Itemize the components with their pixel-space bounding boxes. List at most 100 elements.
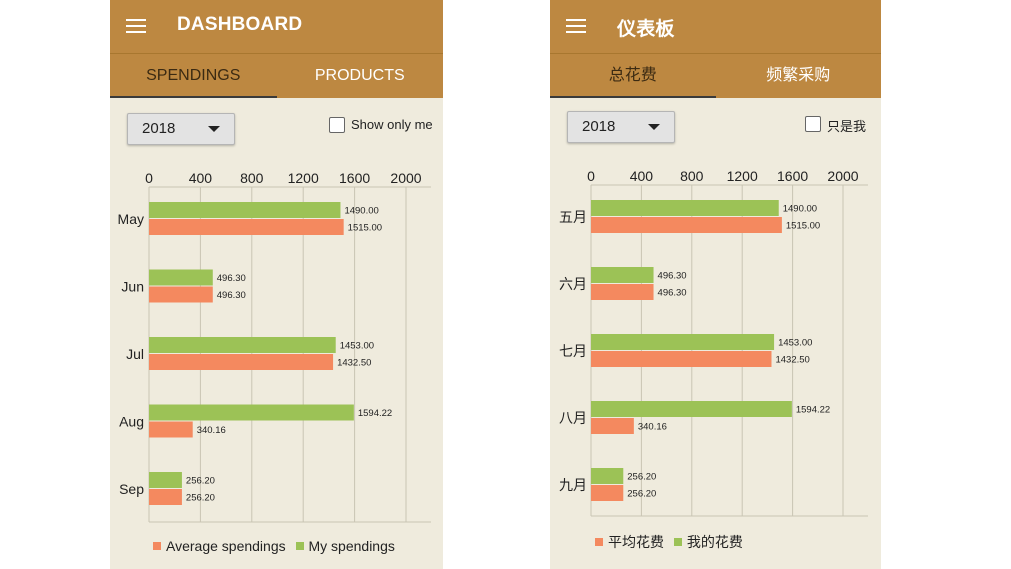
data-label: 256.20 — [627, 489, 656, 500]
data-label: 1432.50 — [775, 355, 809, 366]
x-tick-label: 800 — [240, 170, 264, 186]
show-only-me-label: Show only me — [351, 117, 433, 132]
data-label: 1432.50 — [337, 358, 371, 369]
chart-legend: 平均花费 我的花费 — [595, 532, 749, 552]
x-tick-label: 0 — [587, 168, 595, 184]
bar-my-spending — [149, 472, 182, 488]
tab-frequent-purchases[interactable]: 频繁采购 — [766, 67, 831, 84]
category-label: Jul — [126, 346, 144, 362]
year-value: 2018 — [582, 118, 616, 135]
bar-average-spending — [149, 286, 213, 303]
x-tick-label: 1200 — [288, 170, 319, 186]
bar-average-spending — [149, 489, 182, 505]
tab-products[interactable]: PRODUCTS — [314, 67, 405, 84]
bar-my-spending — [149, 202, 341, 218]
data-label: 1594.22 — [358, 408, 392, 419]
data-label: 1515.00 — [348, 223, 382, 234]
legend-swatch-mine — [295, 542, 304, 550]
data-label: 256.20 — [627, 472, 656, 483]
tab-total-spending[interactable]: 总花费 — [608, 67, 657, 84]
spendings-bar-chart: 0 400 800 1200 1600 2000 五月 1490.00 1515.00 六月 496… — [559, 168, 868, 517]
year-value: 2018 — [142, 120, 176, 137]
data-label: 1453.00 — [340, 341, 374, 352]
legend-swatch-average — [595, 538, 603, 546]
category-label: Aug — [119, 414, 144, 430]
bar-my-spending — [149, 269, 213, 286]
x-tick-label: 1600 — [777, 168, 808, 184]
category-label: May — [118, 211, 144, 227]
data-label: 340.16 — [638, 422, 667, 433]
chart-legend: Average spendings My spendings — [153, 538, 401, 554]
bar-average-spending — [149, 354, 334, 370]
legend-item-mine: 我的花费 — [673, 534, 743, 550]
data-label: 256.20 — [186, 493, 215, 504]
bar-my-spending — [591, 267, 654, 283]
app-bar: 仪表板 — [550, 0, 881, 54]
legend-swatch-mine — [673, 538, 682, 546]
bar-my-spending — [591, 334, 775, 350]
legend-label-mine: My spendings — [308, 538, 395, 554]
data-label: 496.30 — [217, 273, 246, 284]
data-label: 1490.00 — [344, 206, 378, 217]
caret-down-icon — [648, 124, 660, 130]
category-label: Jun — [121, 279, 144, 295]
data-label: 1490.00 — [783, 204, 817, 215]
x-tick-label: 2000 — [827, 168, 858, 184]
category-label: 九月 — [559, 477, 587, 493]
category-label: 六月 — [559, 276, 587, 292]
bar-average-spending — [591, 351, 772, 367]
tab-spendings[interactable]: SPENDINGS — [146, 67, 241, 84]
legend-item-average: Average spendings — [153, 538, 286, 554]
legend-item-mine: My spendings — [295, 538, 395, 554]
only-me-label: 只是我 — [827, 119, 867, 134]
bar-my-spending — [591, 468, 624, 484]
hamburger-menu-icon[interactable] — [566, 19, 586, 33]
active-tab-indicator — [110, 96, 277, 98]
bar-average-spending — [591, 418, 634, 434]
bar-average-spending — [149, 421, 193, 438]
x-tick-label: 1600 — [339, 170, 370, 186]
x-tick-label: 0 — [145, 170, 153, 186]
category-label: Sep — [119, 481, 144, 497]
data-label: 496.30 — [658, 271, 687, 282]
x-tick-label: 400 — [189, 170, 213, 186]
bar-average-spending — [591, 284, 654, 300]
tab-bar: 总花费 频繁采购 — [550, 54, 881, 98]
show-only-me-checkbox[interactable] — [329, 117, 345, 133]
app-title: 仪表板 — [617, 19, 675, 40]
bar-my-spending — [149, 404, 354, 421]
data-label: 496.30 — [217, 290, 246, 301]
phone-screen-chinese: 仪表板 总花费 频繁采购 2018 只是我 0 400 800 1200 1600 200… — [550, 0, 881, 569]
caret-down-icon — [208, 126, 220, 132]
data-label: 1515.00 — [786, 221, 820, 232]
category-label: 八月 — [559, 410, 587, 426]
app-bar: DASHBOARD — [110, 0, 443, 54]
tab-bar: SPENDINGS PRODUCTS — [110, 54, 443, 98]
x-tick-label: 400 — [630, 168, 654, 184]
x-tick-label: 1200 — [727, 168, 758, 184]
app-title: DASHBOARD — [177, 14, 303, 35]
bar-my-spending — [591, 200, 779, 216]
bar-average-spending — [591, 217, 782, 233]
x-tick-label: 800 — [680, 168, 704, 184]
category-label: 七月 — [559, 343, 587, 359]
phone-screen-english: DASHBOARD SPENDINGS PRODUCTS 2018 Show o… — [110, 0, 443, 569]
category-label: 五月 — [559, 209, 587, 225]
bar-my-spending — [149, 337, 336, 353]
data-label: 256.20 — [186, 476, 215, 487]
bar-my-spending — [591, 401, 792, 417]
data-label: 1594.22 — [796, 405, 830, 416]
legend-label-mine: 我的花费 — [686, 534, 743, 550]
legend-label-average: Average spendings — [166, 538, 286, 554]
year-dropdown[interactable]: 2018 — [567, 111, 675, 143]
bar-average-spending — [591, 485, 624, 501]
x-tick-label: 2000 — [390, 170, 421, 186]
hamburger-menu-icon[interactable] — [126, 19, 146, 33]
only-me-checkbox[interactable] — [805, 116, 821, 132]
bar-average-spending — [149, 219, 344, 235]
legend-item-average: 平均花费 — [595, 534, 664, 550]
data-label: 496.30 — [658, 288, 687, 299]
legend-swatch-average — [153, 542, 161, 550]
year-dropdown[interactable]: 2018 — [127, 113, 235, 145]
data-label: 340.16 — [197, 425, 226, 436]
